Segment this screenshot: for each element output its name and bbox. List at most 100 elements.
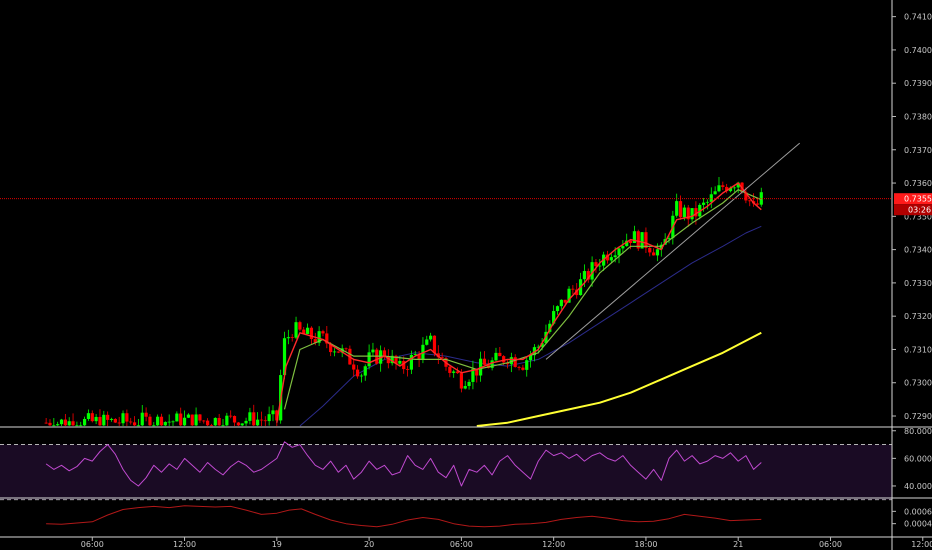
candle-body bbox=[502, 356, 506, 363]
candle-body bbox=[659, 244, 663, 250]
macd-panel[interactable] bbox=[46, 505, 762, 528]
candle-body bbox=[590, 262, 594, 280]
candle-body bbox=[405, 369, 410, 370]
trendline-path bbox=[545, 142, 801, 360]
candle-body bbox=[571, 288, 575, 290]
candle-body bbox=[129, 421, 133, 423]
time-tick-label: 12:00 bbox=[173, 540, 196, 549]
macd-line bbox=[46, 505, 762, 528]
time-tick-label: 06:00 bbox=[81, 540, 104, 549]
candle-body bbox=[67, 421, 71, 426]
candle-body bbox=[363, 366, 367, 376]
last-price-tag bbox=[894, 193, 932, 205]
candle-body bbox=[202, 420, 206, 422]
candle-body bbox=[325, 333, 329, 344]
candle-body bbox=[206, 420, 210, 426]
candle-body bbox=[56, 424, 60, 426]
last-price-label: 0.73553 bbox=[904, 195, 932, 204]
candle-body bbox=[263, 420, 267, 422]
candle-body bbox=[286, 337, 290, 339]
candle-body bbox=[82, 418, 87, 426]
trendline[interactable] bbox=[545, 142, 801, 360]
candle-body bbox=[690, 208, 694, 220]
candle-body bbox=[540, 343, 544, 347]
candle-body bbox=[640, 232, 644, 249]
time-tick-label: 20 bbox=[364, 540, 374, 549]
candle-body bbox=[252, 412, 256, 426]
ma-slow-line bbox=[299, 225, 762, 427]
candle-body bbox=[298, 322, 302, 330]
candle-body bbox=[232, 416, 237, 423]
candle-body bbox=[167, 421, 171, 423]
candle-body bbox=[455, 371, 460, 374]
candle-body bbox=[475, 368, 479, 376]
candle-body bbox=[267, 414, 271, 422]
candle-body bbox=[332, 351, 337, 353]
candle-body bbox=[305, 327, 310, 334]
candle-body bbox=[694, 208, 698, 217]
ma-fast-line bbox=[276, 182, 762, 423]
candle-body bbox=[221, 425, 225, 427]
candle-body bbox=[605, 254, 610, 261]
candle-body bbox=[336, 351, 340, 353]
candle-body bbox=[109, 418, 114, 420]
candle-body bbox=[194, 414, 198, 426]
candle-body bbox=[536, 346, 540, 348]
candle-body bbox=[559, 299, 563, 307]
candle-body bbox=[528, 355, 533, 361]
candle-body bbox=[402, 360, 406, 370]
candle-body bbox=[632, 231, 636, 244]
candle-body bbox=[586, 271, 590, 280]
candle-body bbox=[329, 343, 333, 353]
candle-body bbox=[52, 425, 56, 427]
candle-body bbox=[598, 265, 602, 267]
candle-body bbox=[675, 201, 679, 216]
candle-body bbox=[309, 327, 314, 340]
candle-body bbox=[302, 329, 306, 334]
candle-body bbox=[240, 423, 244, 426]
candle-body bbox=[482, 358, 487, 365]
candle-body bbox=[425, 339, 429, 345]
candle-body bbox=[452, 371, 456, 373]
candle-body bbox=[156, 416, 160, 426]
candle-body bbox=[344, 348, 348, 350]
candle-body bbox=[71, 421, 75, 426]
candle-body bbox=[148, 416, 152, 426]
candle-body bbox=[429, 335, 433, 340]
candle-body bbox=[702, 202, 706, 205]
time-tick-label: 12:00 bbox=[911, 540, 932, 549]
candle-body bbox=[321, 331, 325, 334]
time-axis[interactable]: 06:00 12:00 19 20 06:00 12:00 18:00 21 06:00 12:0… bbox=[81, 537, 932, 549]
ma-mid-path bbox=[283, 189, 762, 410]
candle-body bbox=[259, 419, 264, 421]
candle-body bbox=[236, 422, 240, 426]
candle-body bbox=[575, 289, 579, 296]
candle-body bbox=[44, 422, 48, 424]
time-tick-label: 12:00 bbox=[542, 540, 565, 549]
candle-body bbox=[748, 200, 752, 202]
candle-body bbox=[102, 414, 106, 426]
ma-slow-path bbox=[299, 225, 762, 427]
candle-body bbox=[248, 412, 252, 421]
candle-body bbox=[440, 357, 444, 359]
time-tick-label: 06:00 bbox=[819, 540, 842, 549]
candle-body bbox=[617, 248, 621, 256]
price-panel[interactable] bbox=[0, 142, 892, 427]
candle-body bbox=[182, 417, 187, 426]
candle-body bbox=[98, 416, 102, 426]
candle-body bbox=[75, 425, 79, 427]
rsi-panel[interactable] bbox=[0, 441, 892, 501]
candle-body bbox=[625, 240, 629, 247]
candle-body bbox=[717, 185, 721, 192]
candle-body bbox=[713, 191, 717, 195]
candle-body bbox=[563, 299, 567, 303]
